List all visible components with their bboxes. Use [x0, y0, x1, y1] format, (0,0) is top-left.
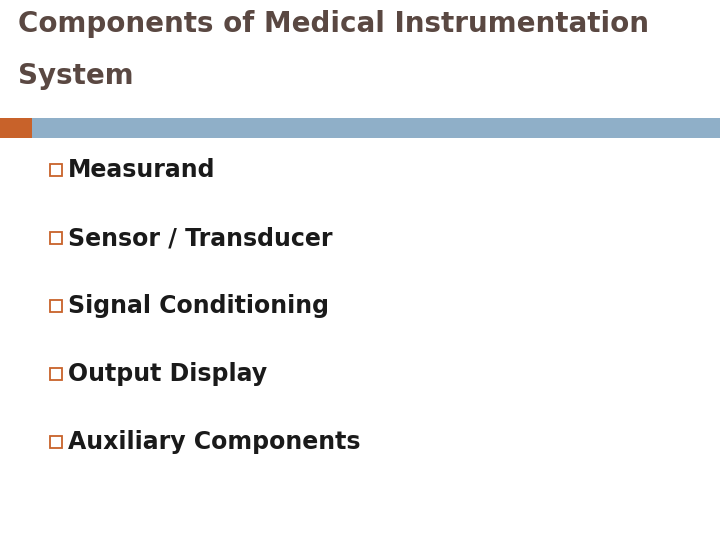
Bar: [50, 164, 62, 176]
Text: Measurand: Measurand: [68, 158, 215, 182]
Text: Output Display: Output Display: [68, 362, 267, 386]
Text: Signal Conditioning: Signal Conditioning: [68, 294, 329, 318]
Bar: [0, 118, 32, 138]
Bar: [50, 368, 62, 380]
Text: Auxiliary Components: Auxiliary Components: [68, 430, 361, 454]
Bar: [50, 436, 62, 448]
Bar: [50, 300, 62, 312]
Bar: [0, 118, 720, 138]
Text: Sensor / Transducer: Sensor / Transducer: [68, 226, 333, 250]
Text: System: System: [18, 62, 134, 90]
Bar: [50, 232, 62, 244]
Text: Components of Medical Instrumentation: Components of Medical Instrumentation: [18, 10, 649, 38]
